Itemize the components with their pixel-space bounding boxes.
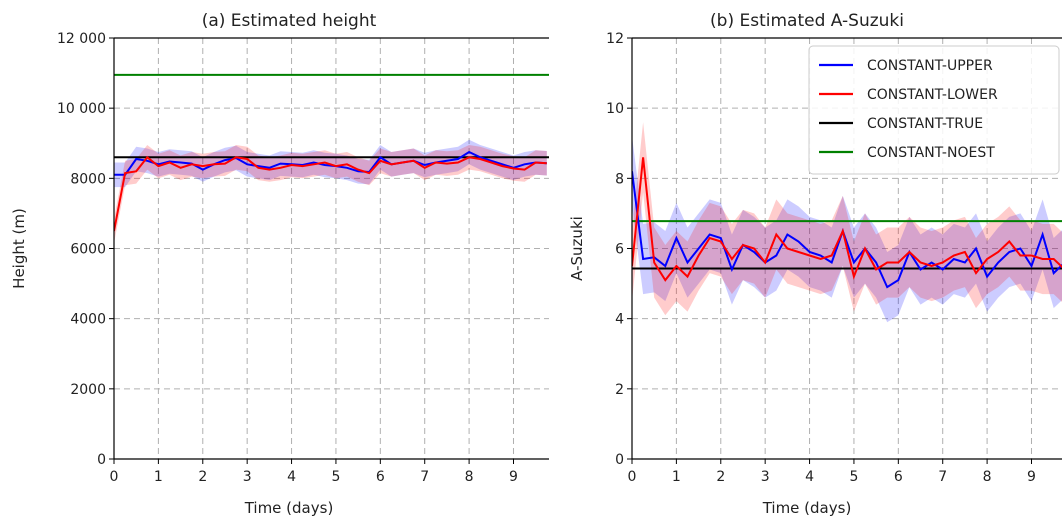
x-tick-label: 9 xyxy=(1027,469,1036,485)
x-tick-label: 7 xyxy=(420,469,429,485)
y-tick-label: 12 xyxy=(606,31,624,47)
y-tick-label: 2000 xyxy=(70,382,106,398)
x-tick-label: 6 xyxy=(894,469,903,485)
y-tick-label: 0 xyxy=(615,452,624,468)
confidence-band xyxy=(632,122,1062,316)
plot-area xyxy=(632,122,1062,323)
x-tick-label: 9 xyxy=(509,469,518,485)
chart-title: (a) Estimated height xyxy=(202,11,377,31)
plot-area xyxy=(114,73,549,244)
y-tick-label: 8 xyxy=(615,171,624,187)
legend-label: CONSTANT-NOEST xyxy=(867,145,995,161)
y-axis-label: Height (m) xyxy=(10,208,28,289)
x-tick-label: 2 xyxy=(198,469,207,485)
x-tick-label: 4 xyxy=(287,469,296,485)
legend: CONSTANT-UPPER CONSTANT-LOWER CONSTANT-TRU… xyxy=(808,45,1060,175)
x-tick-label: 3 xyxy=(243,469,252,485)
y-tick-label: 2 xyxy=(615,382,624,398)
x-axis-label: Time (days) xyxy=(762,499,852,517)
confidence-band xyxy=(632,136,1062,323)
legend-label: CONSTANT-UPPER xyxy=(867,58,993,74)
x-tick-label: 1 xyxy=(154,469,163,485)
x-tick-label: 8 xyxy=(465,469,474,485)
y-tick-label: 0 xyxy=(97,452,106,468)
series-line xyxy=(632,171,1062,289)
x-tick-label: 1 xyxy=(672,469,681,485)
chart-panel-0: 0 1 2 3 4 5 6 7 8 9 0 2000 4000 6000 8000 10 000 12 000 (… xyxy=(10,11,549,517)
series-line xyxy=(632,157,1062,282)
legend-label: CONSTANT-LOWER xyxy=(867,87,998,103)
y-tick-label: 10 xyxy=(606,101,624,117)
y-tick-label: 4 xyxy=(615,312,624,328)
x-tick-label: 3 xyxy=(761,469,770,485)
y-tick-label: 4000 xyxy=(70,312,106,328)
x-tick-label: 2 xyxy=(716,469,725,485)
chart-title: (b) Estimated A-Suzuki xyxy=(710,11,904,31)
x-tick-label: 6 xyxy=(376,469,385,485)
series-line xyxy=(114,150,547,176)
legend-box xyxy=(808,45,1060,175)
y-axis-label: A-Suzuki xyxy=(568,216,586,281)
x-axis-label: Time (days) xyxy=(244,499,334,517)
x-tick-label: 0 xyxy=(628,469,637,485)
y-tick-label: 12 000 xyxy=(57,31,106,47)
y-tick-label: 6000 xyxy=(70,242,106,258)
x-tick-label: 5 xyxy=(849,469,858,485)
legend-label: CONSTANT-TRUE xyxy=(867,116,983,132)
x-tick-label: 7 xyxy=(938,469,947,485)
x-tick-label: 0 xyxy=(110,469,119,485)
y-tick-label: 6 xyxy=(615,242,624,258)
series-line xyxy=(114,155,547,232)
x-tick-label: 8 xyxy=(983,469,992,485)
y-tick-label: 10 000 xyxy=(57,101,106,117)
x-tick-label: 4 xyxy=(805,469,814,485)
x-tick-label: 5 xyxy=(331,469,340,485)
confidence-band xyxy=(114,145,547,244)
y-tick-label: 8000 xyxy=(70,171,106,187)
